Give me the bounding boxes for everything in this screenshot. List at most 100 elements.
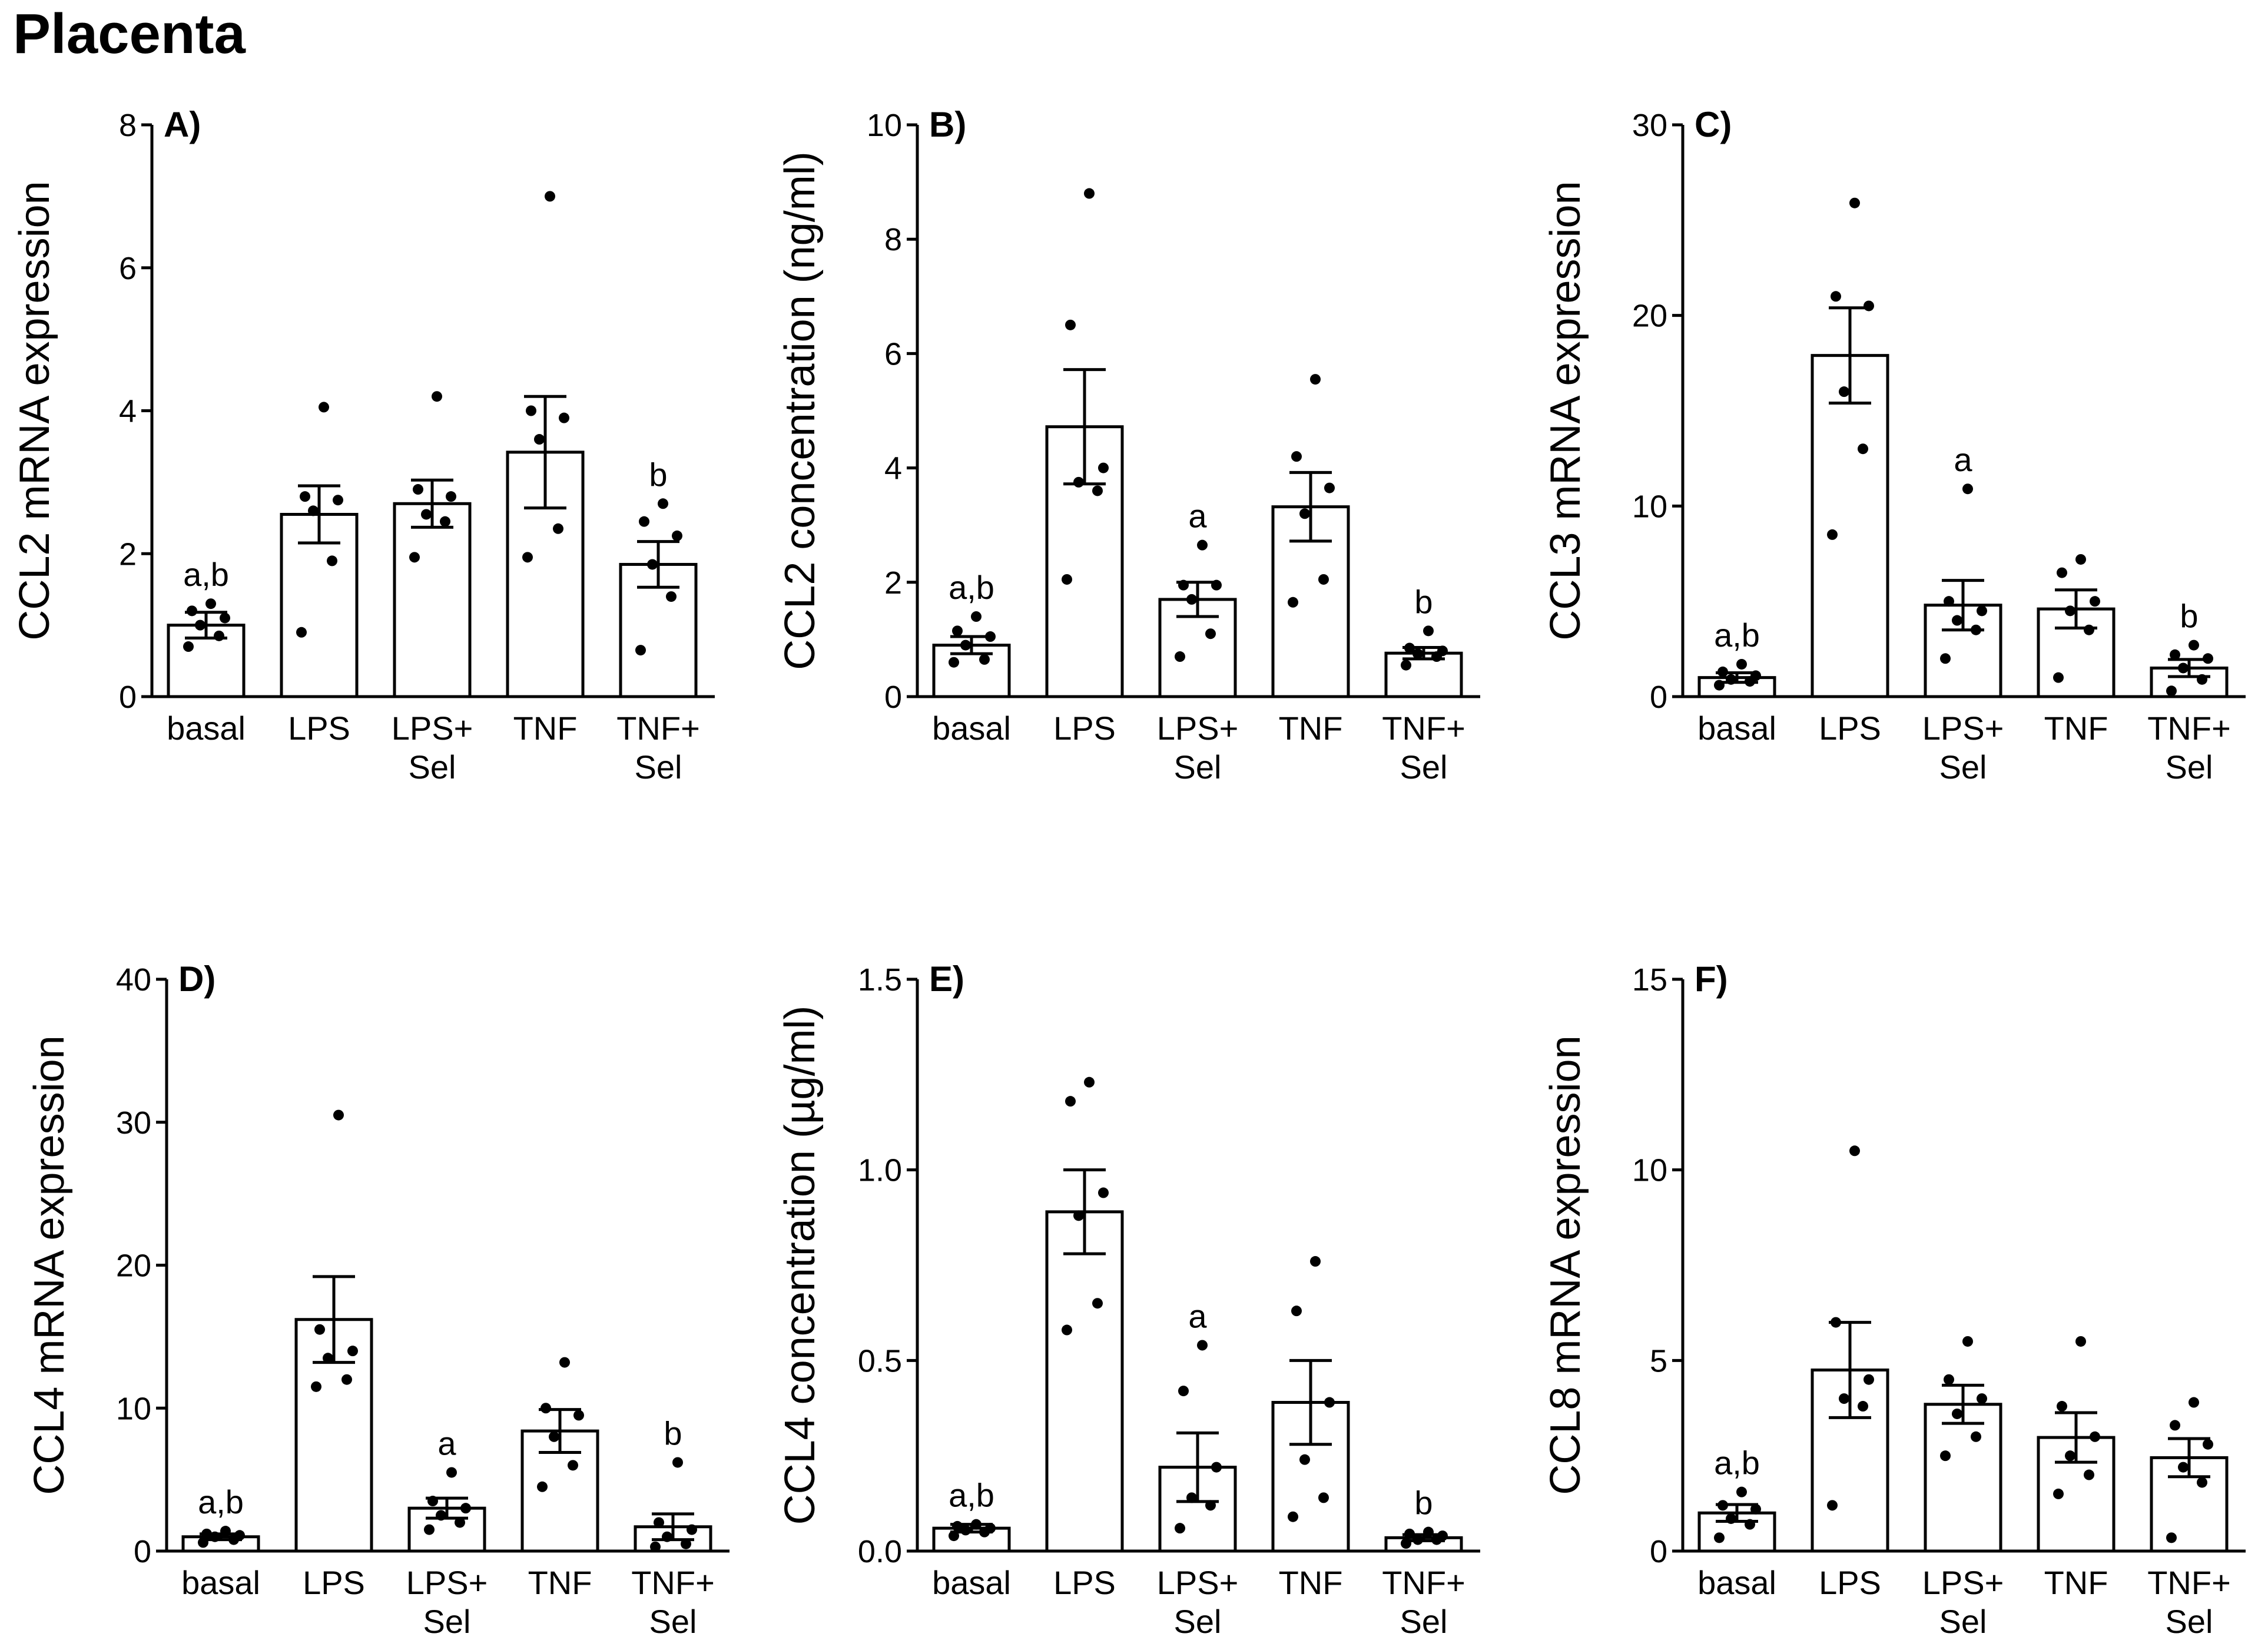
data-point-F-2-4 xyxy=(1944,1374,1954,1385)
data-point-A-0-2 xyxy=(195,619,205,631)
data-point-C-1-5 xyxy=(1849,197,1860,208)
data-point-D-2-0 xyxy=(424,1524,435,1535)
category-label: Sel xyxy=(423,1603,471,1640)
data-point-D-0-4 xyxy=(201,1528,212,1539)
significance-label: a,b xyxy=(183,556,229,593)
data-point-F-3-0 xyxy=(2053,1488,2064,1499)
data-point-C-2-1 xyxy=(1971,624,1981,635)
data-point-D-2-1 xyxy=(455,1517,465,1528)
category-label: LPS+ xyxy=(406,1564,488,1601)
significance-label: b xyxy=(2180,598,2198,635)
data-point-C-1-1 xyxy=(1858,443,1868,455)
data-point-B-1-1 xyxy=(1092,485,1103,496)
bar-B-3 xyxy=(1271,505,1350,698)
category-label: Sel xyxy=(1400,748,1448,786)
category-label: Sel xyxy=(2166,748,2213,786)
category-label: TNF+ xyxy=(616,710,700,747)
data-point-A-2-3 xyxy=(446,491,456,502)
data-point-C-1-2 xyxy=(1839,386,1849,397)
data-point-C-3-0 xyxy=(2053,672,2064,683)
y-tick-label: 2 xyxy=(884,565,902,601)
significance-label: a,b xyxy=(1714,1444,1760,1482)
category-label: basal xyxy=(181,1564,260,1601)
y-tick-label: 0 xyxy=(884,680,902,715)
data-point-F-1-2 xyxy=(1839,1393,1849,1404)
data-point-E-3-5 xyxy=(1310,1256,1321,1267)
data-point-E-1-3 xyxy=(1098,1187,1109,1198)
data-point-A-3-1 xyxy=(553,523,563,534)
data-point-B-0-5 xyxy=(971,611,982,622)
data-point-C-2-5 xyxy=(1962,483,1973,495)
y-axis-label: CCL4 concentration (µg/ml) xyxy=(777,1006,824,1525)
category-label: Sel xyxy=(1939,748,1987,786)
data-point-B-2-0 xyxy=(1175,651,1185,662)
data-point-B-3-4 xyxy=(1291,451,1302,462)
data-point-B-3-3 xyxy=(1324,482,1335,493)
y-tick-label: 6 xyxy=(119,251,137,286)
data-point-D-3-2 xyxy=(549,1431,559,1442)
data-point-A-2-2 xyxy=(421,509,432,520)
data-point-B-0-2 xyxy=(960,640,971,651)
data-point-B-4-5 xyxy=(1423,625,1434,637)
data-point-F-4-4 xyxy=(2170,1420,2180,1431)
significance-label: b xyxy=(664,1414,682,1452)
chart-panel-A: 0 2 4 6 8 CCL2 mRNA expression A) basal a,b LPS LP… xyxy=(11,105,715,786)
data-point-E-2-2 xyxy=(1186,1492,1197,1503)
data-point-E-3-1 xyxy=(1318,1492,1329,1503)
y-tick-label: 4 xyxy=(884,451,902,486)
data-point-B-2-1 xyxy=(1205,628,1216,640)
chart-panel-C: 0 10 20 30 CCL3 mRNA expression C) basal a,b LPS… xyxy=(1542,105,2246,786)
data-point-D-3-5 xyxy=(559,1357,570,1368)
significance-label: b xyxy=(1414,583,1433,620)
y-tick-label: 5 xyxy=(1650,1343,1667,1379)
data-point-F-4-5 xyxy=(2189,1397,2199,1408)
data-point-C-0-5 xyxy=(1736,658,1747,670)
chart-panel-B: 0 2 4 6 8 10 CCL2 concentration (ng/ml) B) basal… xyxy=(777,105,1480,786)
y-tick-label: 15 xyxy=(1632,962,1667,998)
data-point-A-3-0 xyxy=(522,552,533,563)
data-point-A-0-3 xyxy=(220,612,230,624)
y-tick-label: 0 xyxy=(119,680,137,715)
category-label: TNF xyxy=(513,710,578,747)
data-point-A-1-3 xyxy=(333,495,343,506)
data-point-C-3-2 xyxy=(2065,605,2075,617)
y-tick-label: 1.5 xyxy=(858,962,902,998)
data-point-D-4-3 xyxy=(687,1524,697,1535)
category-label: Sel xyxy=(1400,1603,1448,1640)
data-point-E-3-3 xyxy=(1324,1397,1335,1408)
data-point-A-1-0 xyxy=(296,627,307,638)
data-point-F-2-5 xyxy=(1962,1336,1973,1347)
data-point-D-4-5 xyxy=(672,1457,683,1468)
data-point-D-0-2 xyxy=(210,1531,220,1542)
data-point-E-0-3 xyxy=(985,1523,996,1534)
data-point-D-1-0 xyxy=(311,1381,321,1392)
data-point-F-0-2 xyxy=(1726,1513,1736,1524)
data-point-A-4-3 xyxy=(672,530,682,541)
category-label: basal xyxy=(1697,1564,1776,1601)
y-tick-label: 0.0 xyxy=(858,1534,902,1569)
data-point-C-3-5 xyxy=(2075,554,2086,565)
data-point-D-4-2 xyxy=(662,1531,672,1542)
data-point-C-2-4 xyxy=(1944,596,1954,607)
chart-panels: 0 2 4 6 8 CCL2 mRNA expression A) basal a,b LPS LP… xyxy=(11,105,2246,1640)
data-point-D-1-3 xyxy=(347,1346,358,1357)
data-point-E-1-5 xyxy=(1084,1076,1095,1088)
panel-label: A) xyxy=(164,105,201,144)
data-point-F-0-5 xyxy=(1736,1486,1747,1497)
data-point-D-4-4 xyxy=(654,1517,664,1528)
significance-label: b xyxy=(649,456,667,493)
data-point-D-3-0 xyxy=(537,1481,548,1492)
data-point-D-3-3 xyxy=(573,1410,584,1421)
data-point-B-2-4 xyxy=(1178,579,1189,591)
category-label: basal xyxy=(1697,710,1776,747)
data-point-B-1-3 xyxy=(1098,462,1109,473)
data-point-F-1-1 xyxy=(1858,1401,1868,1412)
data-point-A-4-2 xyxy=(647,559,658,570)
y-tick-label: 2 xyxy=(119,536,137,572)
data-point-C-0-3 xyxy=(1750,670,1761,681)
data-point-E-2-5 xyxy=(1197,1340,1208,1351)
y-tick-label: 10 xyxy=(1632,1153,1667,1188)
category-label: LPS xyxy=(1819,1564,1881,1601)
data-point-F-3-5 xyxy=(2075,1336,2086,1347)
data-point-A-3-3 xyxy=(559,412,569,423)
